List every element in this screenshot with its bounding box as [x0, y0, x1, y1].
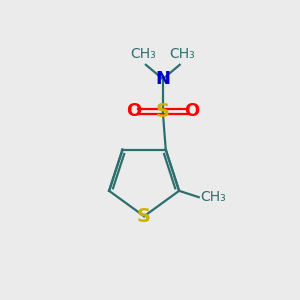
Text: S: S	[137, 207, 151, 226]
Text: CH₃: CH₃	[131, 47, 156, 61]
Text: O: O	[126, 102, 141, 120]
Text: S: S	[156, 102, 170, 121]
Text: CH₃: CH₃	[169, 47, 195, 61]
Text: CH₃: CH₃	[200, 190, 226, 204]
Text: N: N	[155, 70, 170, 88]
Text: O: O	[184, 102, 200, 120]
